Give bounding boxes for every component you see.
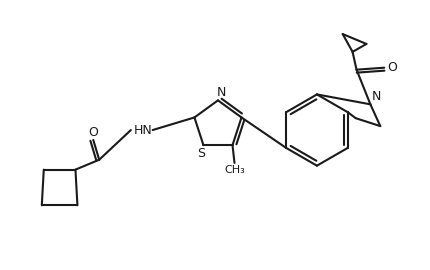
Text: O: O [387,61,397,74]
Text: N: N [216,86,226,99]
Text: CH₃: CH₃ [224,165,245,175]
Text: HN: HN [133,124,152,137]
Text: N: N [372,90,381,103]
Text: O: O [88,126,98,139]
Text: S: S [197,147,206,160]
